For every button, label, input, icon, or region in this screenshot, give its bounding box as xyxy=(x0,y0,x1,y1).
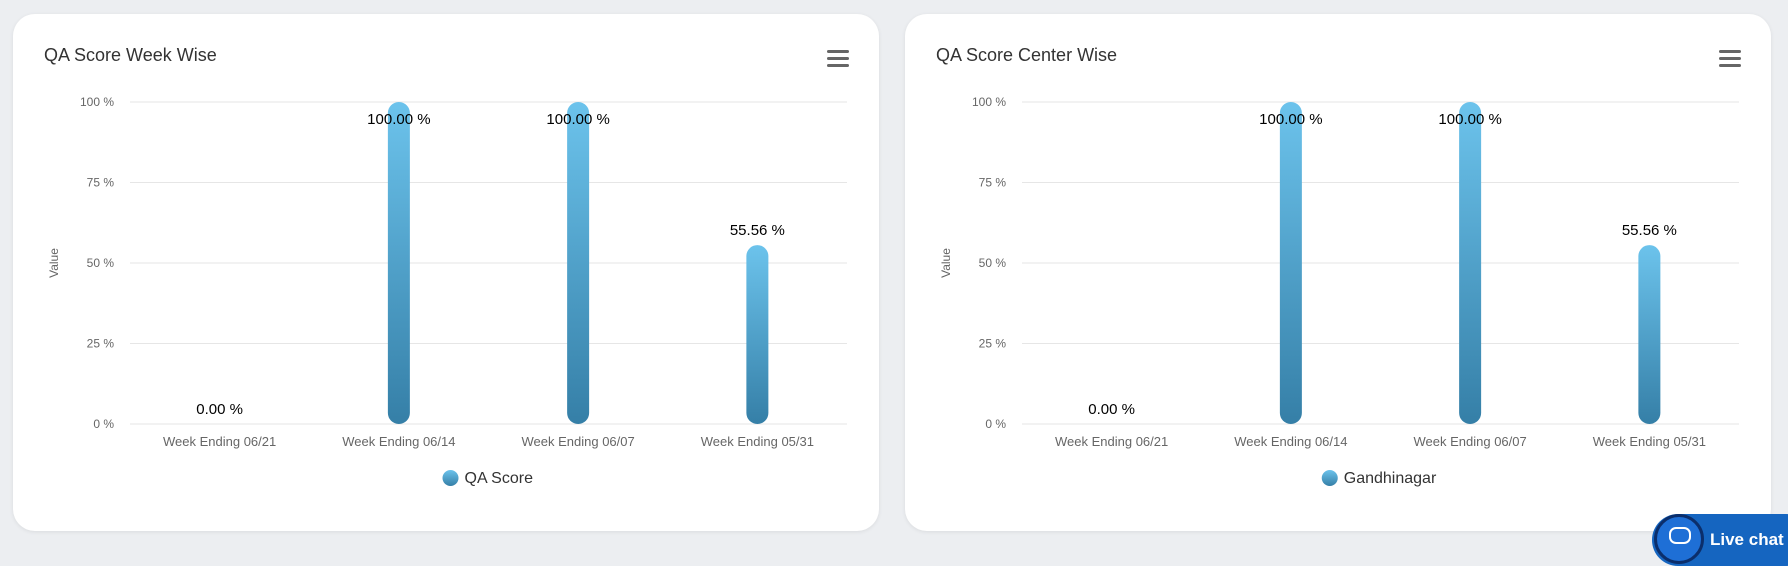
y-axis-title: Value xyxy=(47,248,61,278)
y-tick-label: 100 % xyxy=(972,95,1006,109)
data-label: 0.00 % xyxy=(196,401,243,418)
y-tick-label: 50 % xyxy=(979,256,1007,270)
data-label: 55.56 % xyxy=(730,222,785,239)
legend-item[interactable]: Gandhinagar xyxy=(1321,470,1437,487)
data-label: 100.00 % xyxy=(1438,111,1501,128)
legend-item[interactable]: QA Score xyxy=(442,470,534,487)
chart-title: QA Score Week Wise xyxy=(44,45,217,65)
legend-label: QA Score xyxy=(465,470,534,487)
x-tick-label: Week Ending 06/21 xyxy=(1055,434,1168,449)
bar[interactable] xyxy=(1279,102,1302,424)
x-tick-label: Week Ending 06/14 xyxy=(342,434,455,449)
bar[interactable] xyxy=(746,245,769,424)
data-label: 100.00 % xyxy=(1259,111,1322,128)
y-tick-label: 75 % xyxy=(979,176,1007,190)
x-tick-label: Week Ending 06/14 xyxy=(1234,434,1347,449)
legend-symbol xyxy=(1321,470,1338,486)
legend-symbol xyxy=(442,470,459,486)
bar[interactable] xyxy=(1638,245,1661,424)
x-tick-label: Week Ending 06/07 xyxy=(1414,434,1527,449)
x-tick-label: Week Ending 05/31 xyxy=(1593,434,1706,449)
y-axis-title: Value xyxy=(939,248,953,278)
data-label: 100.00 % xyxy=(546,111,609,128)
x-tick-label: Week Ending 06/07 xyxy=(522,434,635,449)
legend-label: Gandhinagar xyxy=(1344,470,1437,487)
data-label: 0.00 % xyxy=(1088,401,1135,418)
y-tick-label: 0 % xyxy=(93,417,114,431)
y-tick-label: 0 % xyxy=(985,417,1006,431)
y-tick-label: 25 % xyxy=(87,337,115,351)
live-chat-label: Live chat xyxy=(1710,530,1784,549)
bar[interactable] xyxy=(387,102,410,424)
x-tick-label: Week Ending 06/21 xyxy=(163,434,276,449)
chart-menu-icon[interactable] xyxy=(1719,50,1741,68)
chat-bubble-icon xyxy=(1654,514,1704,564)
bar-chart-center-wise: 0 % 25 % 50 % 75 % 100 % Value 0.00 % Week Endi… xyxy=(939,95,1739,487)
chart-card-center-wise: QA Score Center Wise 0 % 25 % 50 % 75 % 100 … xyxy=(905,14,1771,531)
chart-menu-icon[interactable] xyxy=(827,50,849,68)
live-chat-button[interactable]: Live chat xyxy=(1652,514,1788,566)
x-tick-label: Week Ending 05/31 xyxy=(701,434,814,449)
chart-title: QA Score Center Wise xyxy=(936,45,1118,65)
bar-chart-week-wise: 0 % 25 % 50 % 75 % 100 % Value 0.00 % Week Endi… xyxy=(47,95,847,487)
data-label: 55.56 % xyxy=(1622,222,1677,239)
bar[interactable] xyxy=(1459,102,1482,424)
data-label: 100.00 % xyxy=(367,111,430,128)
y-tick-label: 75 % xyxy=(87,176,115,190)
bar[interactable] xyxy=(567,102,590,424)
y-tick-label: 100 % xyxy=(80,95,114,109)
chart-card-week-wise: QA Score Week Wise 0 % 25 % 50 % 75 % 100 % V… xyxy=(13,14,879,531)
y-tick-label: 50 % xyxy=(87,256,115,270)
y-tick-label: 25 % xyxy=(979,337,1007,351)
